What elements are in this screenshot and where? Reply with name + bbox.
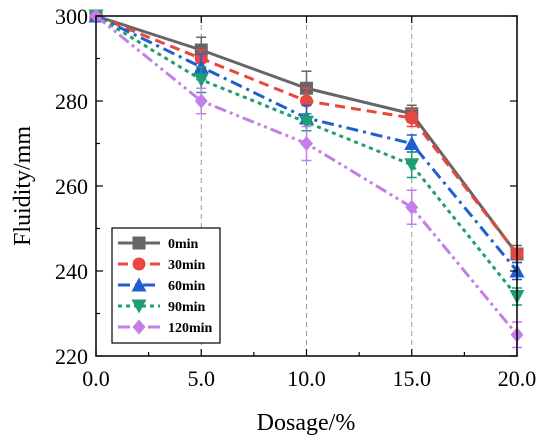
x-tick-label-3: 15.0 — [393, 366, 432, 391]
x-tick-label-1: 5.0 — [188, 366, 216, 391]
data-point-120min-1 — [194, 93, 208, 109]
legend-label-0min: 0min — [168, 237, 199, 252]
data-point-30min-2 — [300, 94, 313, 108]
legend-marker-0min — [132, 236, 146, 250]
grid-lines — [200, 16, 413, 356]
legend-label-60min: 60min — [168, 279, 206, 294]
y-tick-label-3: 280 — [55, 89, 88, 114]
series-120min — [89, 8, 524, 349]
legend-marker-30min — [132, 257, 146, 271]
x-tick-label-2: 10.0 — [287, 366, 326, 391]
legend-label-120min: 120min — [168, 321, 213, 336]
legend: 0min 30min 60min 90min 120min — [111, 227, 221, 344]
data-point-30min-3 — [405, 111, 419, 125]
y-tick-label-2: 260 — [55, 174, 88, 199]
y-tick-label-0: 220 — [55, 344, 88, 369]
y-axis-title: Fluidity/mm — [10, 126, 36, 246]
data-point-120min-3 — [405, 199, 419, 215]
axis-ticks: 0.0 5.0 10.0 15.0 20.0 220 240 260 280 300 — [55, 4, 536, 391]
x-axis-title: Dosage/% — [257, 410, 356, 436]
data-point-90min-1 — [193, 73, 209, 88]
legend-marker-60min — [131, 277, 147, 292]
y-tick-label-4: 300 — [55, 4, 88, 29]
data-point-90min-2 — [299, 115, 314, 130]
x-tick-label-0: 0.0 — [82, 366, 110, 391]
y-tick-label-1: 240 — [55, 259, 88, 284]
series-layer — [88, 8, 525, 349]
legend-marker-120min — [132, 319, 146, 335]
data-point-60min-3 — [404, 136, 420, 150]
data-point-120min-2 — [300, 136, 313, 151]
x-tick-label-4: 20.0 — [498, 366, 537, 391]
data-point-90min-3 — [404, 158, 420, 173]
legend-marker-90min — [131, 299, 147, 314]
legend-label-90min: 90min — [168, 300, 206, 315]
legend-label-30min: 30min — [168, 258, 206, 273]
series-line-90min — [95, 14, 519, 298]
